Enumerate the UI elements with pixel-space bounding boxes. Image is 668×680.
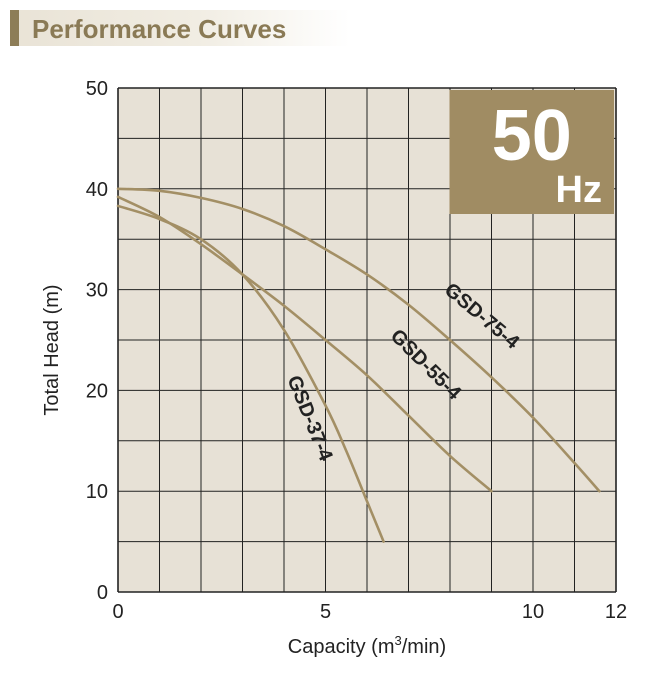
x-axis-label-suffix: /min) bbox=[402, 636, 446, 658]
x-tick-label: 12 bbox=[605, 601, 627, 623]
y-tick-label: 50 bbox=[86, 78, 108, 100]
curve-gsd-55-4 bbox=[116, 195, 493, 493]
x-axis-label-prefix: Capacity (m bbox=[288, 636, 395, 658]
x-axis-label: Capacity (m3/min) bbox=[288, 633, 446, 658]
x-axis-label-superscript: 3 bbox=[395, 633, 402, 648]
y-axis-label: Total Head (m) bbox=[41, 284, 63, 415]
y-tick-label: 10 bbox=[86, 481, 108, 503]
badge-value: 50 bbox=[492, 96, 572, 176]
x-tick-label: 5 bbox=[320, 601, 331, 623]
section-header: Performance Curves bbox=[10, 10, 350, 46]
y-tick-label: 40 bbox=[86, 179, 108, 201]
x-tick-label: 10 bbox=[522, 601, 544, 623]
y-tick-label: 0 bbox=[97, 582, 108, 604]
header-accent-bar bbox=[10, 10, 19, 46]
x-tick-label: 0 bbox=[112, 601, 123, 623]
frequency-badge: 50 Hz bbox=[449, 90, 614, 214]
badge-background bbox=[449, 90, 614, 214]
section-title: Performance Curves bbox=[32, 14, 287, 44]
y-tick-label: 20 bbox=[86, 380, 108, 402]
tick-labels: 0 10 20 30 40 50 0 5 10 12 bbox=[86, 78, 627, 623]
badge-unit: Hz bbox=[556, 169, 602, 211]
curve-gsd-75-4 bbox=[116, 187, 601, 493]
y-tick-label: 30 bbox=[86, 280, 108, 302]
